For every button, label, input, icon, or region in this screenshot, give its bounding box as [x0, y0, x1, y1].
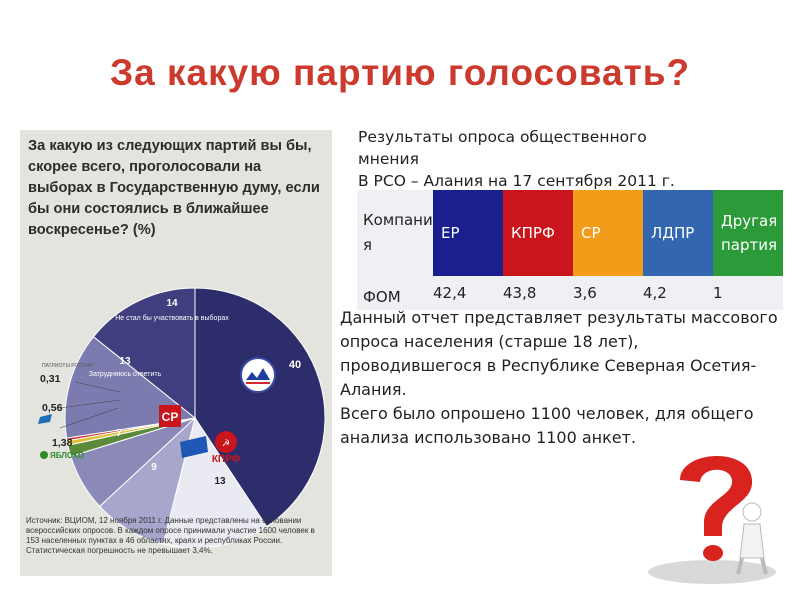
sr-logo-text: СР [162, 410, 179, 424]
value-er: 42,4 [433, 276, 503, 310]
pie-slices [64, 287, 326, 549]
label-yabloko-value: 1,38 [52, 437, 73, 449]
label-nonvoters-value: 14 [166, 298, 178, 309]
label-pravoe-value: 0,56 [42, 402, 63, 414]
col-ldpr: ЛДПР [643, 190, 713, 276]
label-sr-value: 7 [116, 428, 122, 439]
pie-chart: 14 Не стал бы участвовать в выборах 13 З… [38, 287, 326, 549]
value-sr: 3,6 [573, 276, 643, 310]
ldpr-logo-icon [180, 436, 208, 458]
survey-heading-line1: Результаты опроса общественного [358, 128, 647, 146]
survey-results-table: Компания ЕР КПРФ СР ЛДПР Другая партия Ф… [357, 190, 783, 310]
patriots-logo-text: ПАТРИОТЫ РОССИИ [42, 363, 93, 369]
col-sr: СР [573, 190, 643, 276]
label-ldpr-value: 9 [151, 462, 157, 473]
svg-text:☭: ☭ [222, 439, 230, 449]
label-nonvoters-text: Не стал бы участвовать в выборах [115, 314, 229, 322]
company-header: Компания [357, 190, 433, 276]
survey-heading-line2: мнения [358, 150, 419, 168]
value-other: 1 [713, 276, 783, 310]
col-other: Другая партия [713, 190, 783, 276]
value-ldpr: 4,2 [643, 276, 713, 310]
infographic-source: Источник: ВЦИОМ, 12 ноября 2011 г. Данны… [26, 516, 315, 555]
label-undecided-value: 13 [119, 356, 131, 367]
question-mark-figure-icon [648, 455, 776, 584]
survey-heading: Результаты опроса общественного мнения В… [358, 126, 778, 192]
er-logo-icon [240, 357, 276, 393]
label-kprf-value: 13 [214, 476, 226, 487]
sr-logo-icon [159, 405, 181, 427]
infographic-question: За какую из следующих партий вы бы, скор… [28, 138, 320, 238]
kprf-logo-text: КПРФ [212, 454, 241, 465]
yabloko-logo-text: ЯБЛОКО [50, 451, 84, 460]
report-paragraph-1: Данный отчет представляет результаты мас… [340, 308, 778, 399]
pie-slice-8 [92, 287, 196, 420]
label-er-value: 40 [289, 359, 301, 371]
slide-title: За какую партию голосовать? [109, 52, 691, 93]
label-undecided-text: Затрудняюсь ответить [89, 371, 162, 378]
row-label-fom: ФОМ [357, 276, 433, 310]
report-paragraph-2: Всего было опрошено 1100 человек, для об… [340, 404, 754, 447]
col-kprf: КПРФ [503, 190, 573, 276]
kprf-logo-icon [215, 431, 237, 453]
survey-heading-line3: В РСО – Алания на 17 сентября 2011 г. [358, 172, 675, 190]
value-kprf: 43,8 [503, 276, 573, 310]
poll-infographic: За какую из следующих партий вы бы, скор… [20, 130, 332, 576]
yabloko-logo-icon [40, 451, 48, 459]
col-er: ЕР [433, 190, 503, 276]
report-text: Данный отчет представляет результаты мас… [340, 306, 780, 450]
label-patriots-value: 0,31 [40, 373, 61, 385]
pravoe-logo-icon [38, 414, 52, 424]
